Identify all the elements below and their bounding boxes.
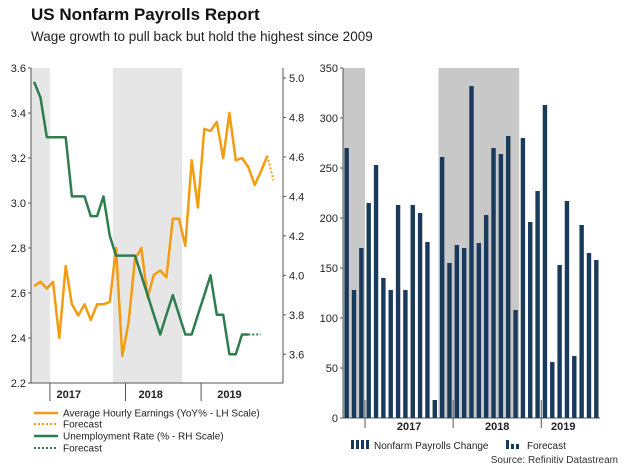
- payroll-bar: [572, 356, 577, 418]
- right-tick-label: 4.6: [289, 152, 304, 164]
- legends: Average Hourly Earnings (YoY% - LH Scale…: [34, 409, 566, 455]
- shaded-band-0: [31, 68, 50, 383]
- payroll-bar: [395, 205, 401, 418]
- legend-swatch: [506, 440, 509, 449]
- payroll-bar: [564, 201, 570, 418]
- x-year-label: 2018: [485, 421, 509, 433]
- legend-swatch: [516, 444, 519, 449]
- payroll-bar: [366, 203, 371, 418]
- right-tick-label: 3.6: [289, 349, 304, 361]
- payroll-bar: [344, 148, 349, 418]
- payroll-bar: [454, 245, 460, 418]
- earnings-forecast-line: [266, 155, 275, 181]
- legend-label: Forecast: [63, 420, 102, 431]
- payroll-bar: [417, 213, 423, 418]
- legend-label: Unemployment Rate (% - RH Scale): [63, 432, 224, 443]
- source-note: Source: Refinitiv Datastream: [490, 455, 618, 466]
- payroll-bar: [535, 191, 540, 418]
- x-year-label: 2019: [217, 389, 241, 401]
- y-tick-label: 250: [320, 163, 338, 175]
- payroll-bar: [491, 148, 496, 418]
- x-year-label: 2018: [138, 389, 162, 401]
- payrolls-chart: 0 50 100 150 200 250 300 350 2017 2018 2019: [320, 63, 600, 433]
- y-tick-label: 200: [320, 213, 338, 225]
- payroll-bar: [550, 362, 555, 418]
- y-tick-label: 0: [332, 413, 338, 425]
- x-year-label: 2017: [397, 421, 421, 433]
- payroll-bar: [381, 278, 386, 418]
- right-tick-label: 4.8: [289, 112, 304, 124]
- x-year-label: 2019: [551, 421, 575, 433]
- payroll-bar: [579, 225, 584, 418]
- payroll-bar: [359, 248, 364, 418]
- legend-label: Forecast: [63, 444, 102, 455]
- legend-label: Nonfarm Payrolls Change: [374, 441, 489, 452]
- right-tick-label: 4.0: [289, 270, 304, 282]
- payroll-bar: [469, 86, 474, 418]
- left-tick-label: 2.4: [11, 333, 26, 345]
- payroll-bar: [520, 138, 526, 418]
- left-tick-label: 2.2: [11, 378, 26, 390]
- legend-swatch: [511, 444, 514, 449]
- legend-swatch: [356, 440, 359, 449]
- y-tick-label: 50: [326, 363, 338, 375]
- legend-swatch: [366, 440, 369, 449]
- payroll-bar: [513, 310, 518, 418]
- payroll-bar: [461, 248, 467, 418]
- payroll-forecast-bar: [586, 253, 592, 418]
- payroll-bar: [498, 154, 504, 418]
- shaded-band-1: [112, 68, 183, 383]
- payroll-bar: [432, 400, 437, 418]
- earnings-unemployment-chart: 2.2 2.4 2.6 2.8 3.0 3.2 3.4 3.6 3.6 3.8 4.0 4.2 4.4 4…: [11, 63, 304, 401]
- payroll-bar: [410, 205, 415, 418]
- payroll-bar: [476, 243, 482, 418]
- left-tick-label: 3.4: [11, 108, 26, 120]
- payroll-bar: [447, 263, 452, 418]
- left-tick-label: 3.0: [11, 198, 26, 210]
- y-tick-label: 100: [320, 313, 338, 325]
- payroll-forecast-bar: [594, 260, 599, 418]
- legend-label: Average Hourly Earnings (YoY% - LH Scale…: [63, 409, 260, 420]
- unemployment-line: [32, 81, 249, 356]
- page-title: US Nonfarm Payrolls Report: [31, 5, 260, 24]
- legend-swatch: [351, 440, 354, 449]
- left-tick-label: 2.6: [11, 288, 26, 300]
- y-tick-label: 350: [320, 63, 338, 75]
- left-tick-label: 2.8: [11, 243, 26, 255]
- right-tick-label: 3.8: [289, 310, 304, 322]
- right-tick-label: 5.0: [289, 73, 304, 85]
- legend-swatch: [361, 440, 364, 449]
- payroll-bar: [373, 165, 379, 418]
- page-subtitle: Wage growth to pull back but hold the hi…: [31, 29, 373, 44]
- legend-label: Forecast: [527, 441, 566, 452]
- earnings-line: [33, 111, 269, 358]
- y-tick-label: 300: [320, 113, 338, 125]
- payroll-bar: [483, 215, 489, 418]
- left-tick-label: 3.6: [11, 63, 26, 75]
- x-year-label: 2017: [57, 389, 81, 401]
- payroll-bar: [542, 105, 548, 418]
- right-tick-label: 4.2: [289, 231, 304, 243]
- left-tick-label: 3.2: [11, 153, 26, 165]
- payroll-bar: [506, 136, 511, 418]
- payroll-bar: [425, 242, 430, 418]
- payroll-bar: [403, 290, 408, 418]
- y-tick-label: 150: [320, 263, 338, 275]
- payroll-bar: [351, 290, 357, 418]
- right-tick-label: 4.4: [289, 191, 304, 203]
- payroll-bar: [557, 265, 562, 418]
- payroll-bar: [439, 157, 445, 418]
- payroll-bar: [528, 222, 533, 418]
- payroll-bar: [388, 290, 393, 418]
